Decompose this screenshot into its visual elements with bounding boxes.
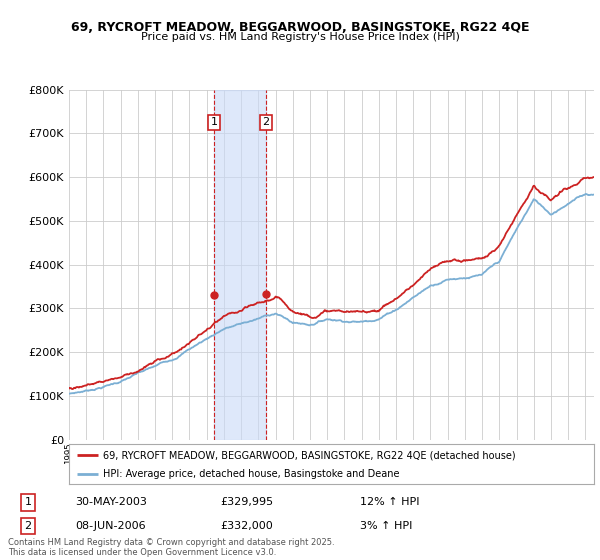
Text: 1: 1 bbox=[25, 497, 32, 507]
Text: 1: 1 bbox=[211, 118, 217, 128]
Text: 30-MAY-2003: 30-MAY-2003 bbox=[75, 497, 147, 507]
Text: 3% ↑ HPI: 3% ↑ HPI bbox=[360, 521, 412, 531]
Text: 2: 2 bbox=[262, 118, 269, 128]
Text: £332,000: £332,000 bbox=[220, 521, 273, 531]
Text: Contains HM Land Registry data © Crown copyright and database right 2025.
This d: Contains HM Land Registry data © Crown c… bbox=[8, 538, 335, 557]
Text: 08-JUN-2006: 08-JUN-2006 bbox=[75, 521, 146, 531]
Bar bbox=[214, 90, 266, 440]
Text: 69, RYCROFT MEADOW, BEGGARWOOD, BASINGSTOKE, RG22 4QE: 69, RYCROFT MEADOW, BEGGARWOOD, BASINGST… bbox=[71, 21, 529, 34]
Text: 69, RYCROFT MEADOW, BEGGARWOOD, BASINGSTOKE, RG22 4QE (detached house): 69, RYCROFT MEADOW, BEGGARWOOD, BASINGST… bbox=[103, 450, 516, 460]
Text: 12% ↑ HPI: 12% ↑ HPI bbox=[360, 497, 419, 507]
Text: £329,995: £329,995 bbox=[220, 497, 273, 507]
Text: 2: 2 bbox=[25, 521, 32, 531]
Text: HPI: Average price, detached house, Basingstoke and Deane: HPI: Average price, detached house, Basi… bbox=[103, 469, 400, 479]
Text: Price paid vs. HM Land Registry's House Price Index (HPI): Price paid vs. HM Land Registry's House … bbox=[140, 32, 460, 43]
